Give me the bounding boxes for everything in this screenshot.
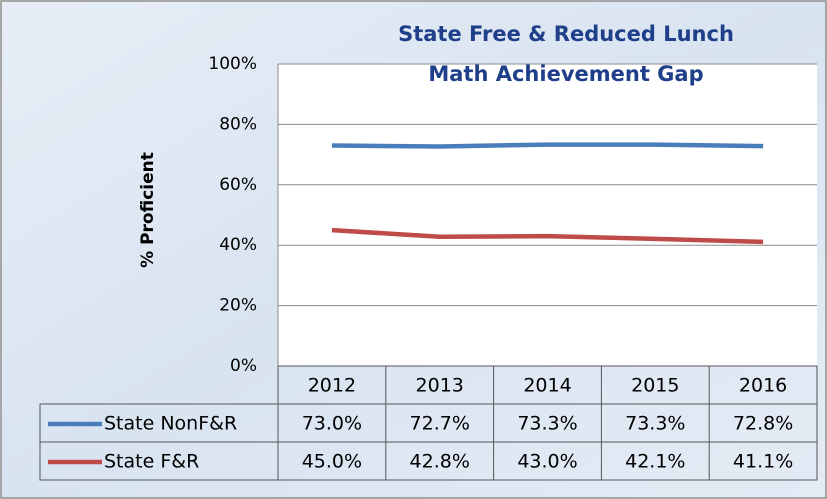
table-value: 43.0% xyxy=(517,451,577,473)
legend-label: State NonF&R xyxy=(104,413,237,435)
table-value: 72.7% xyxy=(410,413,470,435)
legend-label: State F&R xyxy=(104,451,199,473)
table-value: 73.3% xyxy=(517,413,577,435)
y-axis-label: % Proficient xyxy=(138,152,158,268)
table-value: 73.3% xyxy=(625,413,685,435)
x-tick-label: 2016 xyxy=(739,375,787,397)
chart-title: State Free & Reduced Lunch xyxy=(398,22,734,46)
y-tick-label: 80% xyxy=(219,114,257,134)
table-value: 45.0% xyxy=(302,451,362,473)
y-tick-label: 20% xyxy=(219,296,257,316)
x-tick-label: 2015 xyxy=(631,375,679,397)
chart-title: Math Achievement Gap xyxy=(428,62,703,86)
x-tick-label: 2013 xyxy=(416,375,464,397)
table-value: 73.0% xyxy=(302,413,362,435)
series-line xyxy=(331,142,764,149)
y-tick-label: 60% xyxy=(219,175,257,195)
x-tick-label: 2014 xyxy=(523,375,571,397)
series-line xyxy=(331,227,764,245)
y-tick-label: 40% xyxy=(219,235,257,255)
table-value: 72.8% xyxy=(733,413,793,435)
table-value: 41.1% xyxy=(733,451,793,473)
y-tick-label: 100% xyxy=(208,54,257,74)
y-tick-label: 0% xyxy=(230,356,257,376)
x-tick-label: 2012 xyxy=(308,375,356,397)
table-value: 42.8% xyxy=(410,451,470,473)
plot-area xyxy=(278,64,817,366)
table-value: 42.1% xyxy=(625,451,685,473)
